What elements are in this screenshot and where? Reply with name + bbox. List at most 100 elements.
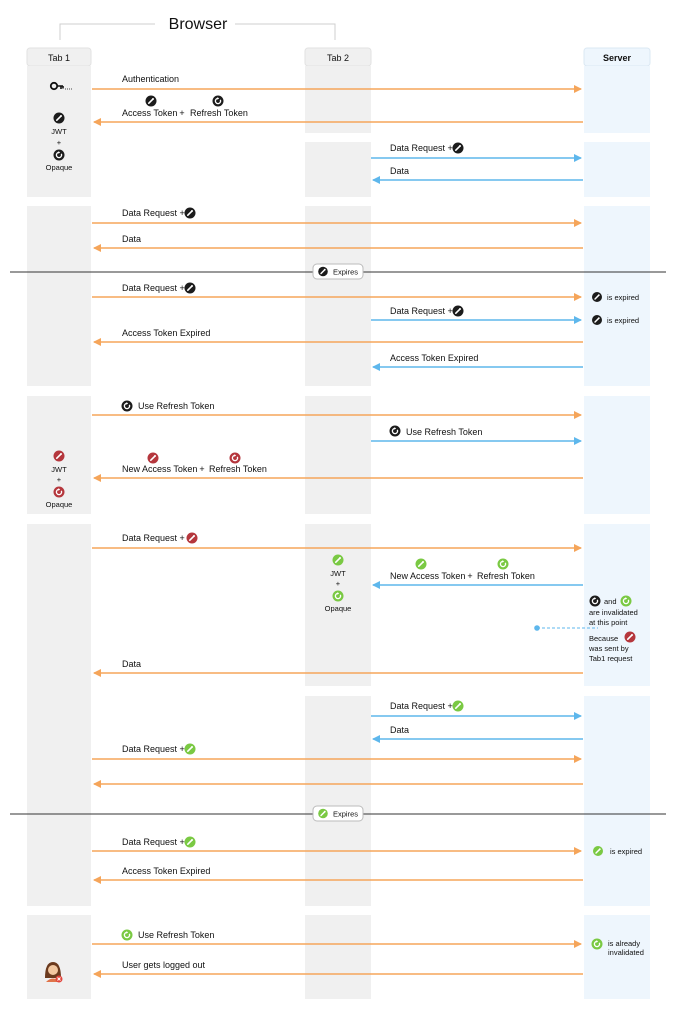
green-refresh-token-icon bbox=[121, 929, 133, 941]
new-access-token-label: New Access Token bbox=[122, 464, 197, 474]
green-access-token-icon bbox=[318, 808, 328, 819]
red-refresh-token-icon bbox=[620, 595, 632, 607]
because-label: Because bbox=[589, 634, 618, 643]
arrow-tab1-access-token-expired-2: Access Token Expired bbox=[93, 866, 583, 884]
new-refresh-token-icon bbox=[229, 452, 241, 464]
green-refresh-token-icon bbox=[497, 558, 509, 570]
plus-label: + bbox=[199, 464, 204, 474]
is-expired-label: is expired bbox=[610, 847, 642, 856]
new-access-token-icon bbox=[147, 452, 159, 464]
tab2-lane-2 bbox=[305, 142, 371, 197]
tab2-lane-5 bbox=[305, 524, 371, 686]
expires-divider-2: Expires bbox=[10, 805, 666, 822]
arrow-tab2-data-request: Data Request + bbox=[371, 142, 582, 162]
green-access-token-icon bbox=[332, 554, 344, 566]
already-line-2: invalidated bbox=[608, 948, 644, 957]
data-request-label: Data Request + bbox=[122, 744, 185, 754]
opaque-label: Opaque bbox=[46, 163, 73, 172]
is-expired-label: is expired bbox=[607, 316, 639, 325]
server-lane-6 bbox=[584, 696, 650, 906]
data-request-label: Data Request + bbox=[390, 143, 453, 153]
sent-by-line-1: was sent by bbox=[588, 644, 629, 653]
server-note-already-invalidated: is already invalidated bbox=[591, 938, 644, 957]
green-access-token-icon bbox=[593, 846, 603, 856]
data-request-label: Data Request + bbox=[122, 533, 185, 543]
refresh-token-icon bbox=[212, 95, 224, 107]
expires-label: Expires bbox=[333, 268, 358, 277]
new-refresh-token-icon bbox=[53, 486, 65, 498]
server-lane-1 bbox=[584, 66, 650, 133]
refresh-token-label: Refresh Token bbox=[477, 571, 535, 581]
tab1-lane-2 bbox=[27, 206, 91, 386]
green-access-token-icon bbox=[184, 743, 196, 755]
access-token-icon bbox=[145, 95, 157, 107]
data-label: Data bbox=[122, 234, 141, 244]
key-icon bbox=[49, 81, 72, 91]
green-refresh-token-icon bbox=[591, 938, 603, 950]
refresh-token-icon bbox=[53, 149, 65, 161]
arrow-tab2-expired-request: Data Request + bbox=[371, 305, 582, 324]
access-token-icon bbox=[592, 315, 602, 325]
arrow-tab2-green-tokens: New Access Token + Refresh Token bbox=[372, 558, 583, 589]
arrow-tab1-data: Data bbox=[93, 234, 583, 252]
plus-label: + bbox=[179, 108, 184, 118]
opaque-label: Opaque bbox=[325, 604, 352, 613]
arrow-tab2-data: Data bbox=[372, 166, 583, 184]
and-label: and bbox=[604, 597, 617, 606]
tab1-lane-5 bbox=[27, 915, 91, 999]
arrow-tab1-data-request: Data Request + bbox=[92, 207, 582, 227]
tab1-red-token-stack: JWT + Opaque bbox=[46, 450, 73, 509]
data-request-label: Data Request + bbox=[390, 306, 453, 316]
logged-out-label: User gets logged out bbox=[122, 960, 206, 970]
access-token-expired-label: Access Token Expired bbox=[122, 328, 210, 338]
tab2-column-header: Tab 2 bbox=[304, 47, 372, 67]
arrow-tab1-new-tokens: New Access Token + Refresh Token bbox=[93, 452, 583, 482]
already-line-1: is already bbox=[608, 939, 640, 948]
data-label: Data bbox=[390, 166, 409, 176]
green-access-token-icon bbox=[184, 836, 196, 848]
user-avatar-icon bbox=[45, 962, 63, 983]
access-token-icon bbox=[184, 282, 196, 294]
server-lane-2 bbox=[584, 142, 650, 197]
new-access-token-icon bbox=[186, 532, 198, 544]
data-label: Data bbox=[122, 659, 141, 669]
opaque-label: Opaque bbox=[46, 500, 73, 509]
plus-label: + bbox=[467, 571, 472, 581]
new-access-token-icon bbox=[624, 631, 636, 643]
use-refresh-token-label: Use Refresh Token bbox=[138, 401, 214, 411]
arrow-tab2-use-refresh: Use Refresh Token bbox=[371, 425, 582, 445]
arrow-tab1-expired-request: Data Request + bbox=[92, 282, 582, 301]
lane-backgrounds bbox=[27, 66, 650, 999]
arrow-tab2-green-request: Data Request + bbox=[371, 700, 582, 720]
new-access-token-icon bbox=[53, 450, 65, 462]
note-connector bbox=[534, 625, 598, 631]
invalidated-line-1: are invalidated bbox=[589, 608, 638, 617]
plus-label: + bbox=[336, 579, 341, 588]
data-label: Data bbox=[390, 725, 409, 735]
use-refresh-token-label: Use Refresh Token bbox=[138, 930, 214, 940]
new-access-token-label: New Access Token bbox=[390, 571, 465, 581]
access-token-icon bbox=[592, 292, 602, 302]
arrow-tab1-green-request: Data Request + bbox=[92, 743, 582, 763]
access-token-icon bbox=[184, 207, 196, 219]
green-refresh-token-icon bbox=[332, 590, 344, 602]
tab2-lane-7 bbox=[305, 915, 371, 999]
arrow-tab1-red-request: Data Request + bbox=[92, 532, 582, 552]
tab2-lane-3 bbox=[305, 206, 371, 386]
arrow-tab1-green-expired-request: Data Request + bbox=[92, 836, 582, 855]
tab2-green-token-stack: JWT + Opaque bbox=[325, 554, 352, 613]
server-lane-7 bbox=[584, 915, 650, 999]
refresh-token-label: Refresh Token bbox=[190, 108, 248, 118]
use-refresh-token-label: Use Refresh Token bbox=[406, 427, 482, 437]
browser-bracket bbox=[59, 23, 336, 40]
access-token-icon bbox=[53, 112, 65, 124]
tab2-lane-1 bbox=[305, 66, 371, 133]
arrow-tab1-logged-out: User gets logged out bbox=[93, 960, 583, 978]
plus-label: + bbox=[57, 138, 62, 147]
expires-label: Expires bbox=[333, 810, 358, 819]
jwt-label: JWT bbox=[51, 465, 67, 474]
authentication-label: Authentication bbox=[122, 74, 179, 84]
expires-divider-1: Expires bbox=[10, 263, 666, 280]
arrow-tab1-data-red: Data bbox=[93, 659, 583, 677]
arrow-tab1-use-refresh: Use Refresh Token bbox=[92, 400, 582, 419]
